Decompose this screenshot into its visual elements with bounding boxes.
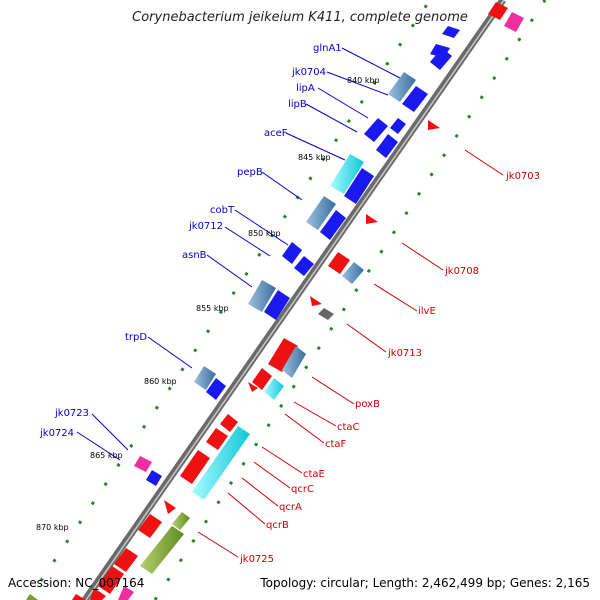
scale-label: 845 kbp	[298, 153, 331, 162]
gene-label-lipa[interactable]: lipA	[296, 83, 315, 94]
gene-label-ilve[interactable]: ilvE	[418, 306, 436, 317]
gene-arrow[interactable]	[328, 252, 350, 274]
gene-label-ctac[interactable]: ctaC	[337, 422, 360, 433]
gene-arrow[interactable]	[248, 382, 258, 392]
gene-arrow-qcra[interactable]	[192, 426, 250, 500]
gene-label-qcrb[interactable]: qcrB	[266, 520, 289, 531]
gene-arrow[interactable]	[442, 26, 460, 38]
gene-label-trpd[interactable]: trpD	[125, 332, 147, 343]
gene-arrow[interactable]	[164, 500, 176, 514]
gene-arrow[interactable]	[390, 118, 406, 134]
gene-arrow[interactable]	[118, 586, 134, 600]
gene-label-cobt[interactable]: cobT	[210, 205, 235, 216]
gene-label-ctaf[interactable]: ctaF	[325, 439, 347, 450]
gene-arrow[interactable]	[488, 2, 508, 20]
gene-label-jk0724[interactable]: jk0724	[39, 428, 74, 439]
gene-label-lipb[interactable]: lipB	[288, 99, 307, 110]
gene-label-ctae[interactable]: ctaE	[303, 469, 325, 480]
gene-label-jk0703[interactable]: jk0703	[505, 171, 540, 182]
gene-arrow[interactable]	[306, 196, 336, 230]
gene-arrow-cobt[interactable]	[320, 210, 346, 240]
gene-arrow-trpd[interactable]	[194, 366, 216, 390]
gene-arrow-jk0708[interactable]	[366, 214, 378, 224]
scale-label: 865 kbp	[90, 451, 123, 460]
gene-arrow-jk0713[interactable]	[318, 308, 334, 320]
gene-label-jk0712[interactable]: jk0712	[188, 221, 223, 232]
genome-backbone	[82, 0, 506, 600]
gene-arrow-qcrc[interactable]	[206, 428, 228, 450]
genome-backbone-highlight	[85, 0, 505, 600]
gene-arrow-jk0704[interactable]	[388, 72, 416, 102]
gene-label-glna1[interactable]: glnA1	[313, 43, 342, 54]
gene-arrow-ctaf[interactable]	[264, 378, 284, 400]
scale-label: 860 kbp	[144, 377, 177, 386]
gene-arrow-pepb[interactable]	[344, 168, 374, 204]
gene-label-acef[interactable]: aceF	[264, 128, 288, 139]
gene-arrow-ctae[interactable]	[220, 414, 238, 432]
reverse-leaders	[197, 149, 504, 558]
forward-strand-genes	[134, 12, 524, 486]
scale-ring-inner	[26, 0, 432, 600]
reverse-strand-genes	[26, 2, 508, 600]
gene-arrow[interactable]	[98, 566, 124, 594]
gene-label-jk0708[interactable]: jk0708	[444, 266, 479, 277]
gene-arrow-lipa[interactable]	[402, 86, 428, 112]
gene-label-qcra[interactable]: qcrA	[279, 502, 302, 513]
gene-label-jk0704[interactable]: jk0704	[291, 67, 326, 78]
gene-arrow[interactable]	[264, 290, 290, 320]
scale-label: 850 kbp	[248, 229, 281, 238]
gene-arrow[interactable]	[90, 588, 106, 600]
gene-arrow-qcrb[interactable]	[180, 450, 210, 484]
gene-arrow[interactable]	[330, 154, 364, 194]
forward-leaders	[76, 47, 401, 461]
topology-text: Topology: circular; Length: 2,462,499 bp…	[260, 576, 590, 590]
gene-arrow[interactable]	[138, 514, 162, 538]
gene-arrow[interactable]	[26, 594, 38, 600]
gene-label-poxb[interactable]: poxB	[355, 399, 380, 410]
gene-arrow[interactable]	[310, 296, 322, 306]
accession-text: Accession: NC_007164	[8, 576, 145, 590]
map-title: Corynebacterium jeikeium K411, complete …	[132, 10, 468, 25]
gene-arrow-glna1[interactable]	[430, 48, 452, 70]
scale-ring-outer	[153, 0, 547, 600]
gene-arrow-ilve[interactable]	[342, 262, 364, 284]
gene-arrow[interactable]	[282, 346, 306, 378]
gene-arrow[interactable]	[114, 548, 138, 572]
gene-arrow-poxb[interactable]	[268, 338, 298, 372]
gene-arrow-jk0725[interactable]	[140, 526, 184, 574]
gene-arrow-jk0703[interactable]	[428, 120, 440, 130]
gene-arrow-jk0724[interactable]	[146, 470, 162, 486]
gene-arrow[interactable]	[504, 12, 524, 32]
gene-arrow-ctac[interactable]	[252, 368, 272, 390]
scale-label: 840 kbp	[347, 76, 380, 85]
gene-arrow-lipb[interactable]	[364, 118, 388, 142]
gene-label-jk0723[interactable]: jk0723	[54, 408, 89, 419]
gene-label-jk0713[interactable]: jk0713	[387, 348, 422, 359]
gene-arrow[interactable]	[172, 512, 190, 530]
gene-arrow-jk0723[interactable]	[134, 456, 152, 472]
gene-arrow-asnb[interactable]	[248, 280, 276, 312]
gene-arrow[interactable]	[72, 594, 86, 600]
gene-label-pepb[interactable]: pepB	[237, 167, 263, 178]
gene-label-qcrc[interactable]: qcrC	[291, 484, 314, 495]
gene-arrow[interactable]	[294, 256, 314, 276]
gene-arrow[interactable]	[206, 378, 226, 400]
gene-arrow-acef[interactable]	[376, 134, 398, 158]
scale-label: 855 kbp	[196, 304, 229, 313]
gene-arrow-jk0712[interactable]	[282, 242, 302, 264]
scale-label: 870 kbp	[36, 523, 69, 532]
gene-label-asnb[interactable]: asnB	[182, 250, 207, 261]
gene-label-jk0725[interactable]: jk0725	[239, 554, 274, 565]
